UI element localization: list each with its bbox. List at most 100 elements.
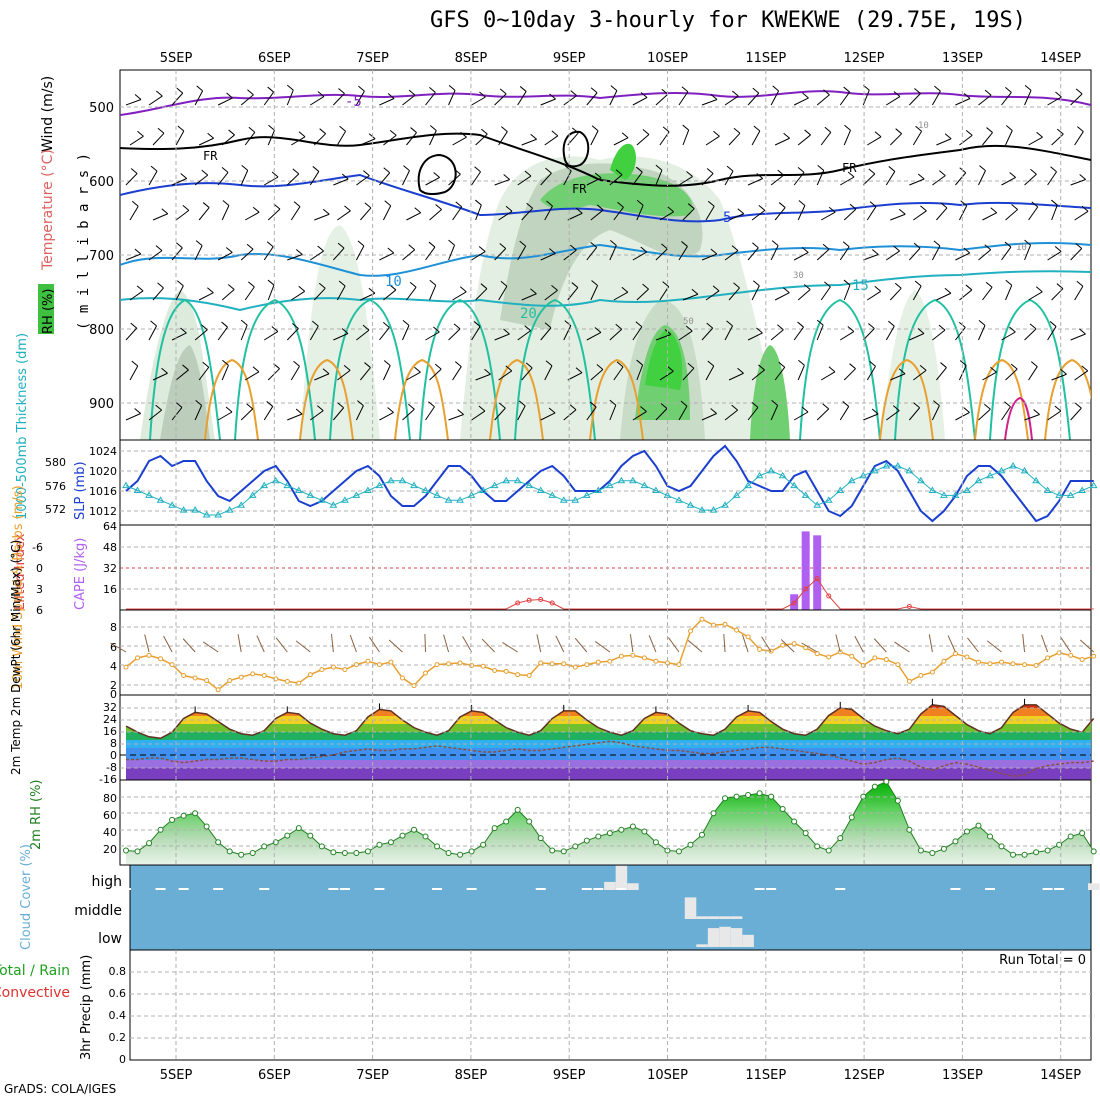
wind-barb: [129, 365, 139, 381]
wind-barb: [909, 333, 925, 341]
wind-barb-flag: [546, 200, 553, 207]
wind-barb: [475, 133, 488, 146]
thickness-marker: [1078, 486, 1087, 493]
wind-barb-flag: [322, 368, 330, 375]
wind-barb: [866, 206, 877, 221]
wind-barb: [1094, 331, 1100, 340]
ylabel-unit: ( m i l l i b a r s ): [76, 153, 92, 330]
wind-barb: [843, 368, 856, 381]
wind-barb-flag: [266, 401, 274, 407]
rh-marker: [192, 810, 199, 817]
wind-barb-flag: [429, 87, 436, 93]
wind-barb-flag: [965, 284, 973, 291]
wind-barb: [356, 175, 370, 186]
wind-barb: [355, 245, 365, 261]
rh-marker: [295, 825, 302, 832]
wind-barb: [125, 173, 138, 186]
wind-barb-10m: [237, 634, 242, 653]
lifted-marker: [526, 597, 532, 603]
wind-barb: [1024, 328, 1037, 341]
wind-barb: [955, 172, 967, 186]
wind-speed-marker: [941, 658, 947, 664]
contour-label: -5: [345, 94, 362, 110]
cloud-trace: [593, 888, 604, 890]
lifted-line: [126, 577, 1094, 610]
wind-speed-marker: [687, 628, 693, 634]
wind-speed-marker: [826, 654, 832, 660]
wind-barb: [1051, 373, 1067, 381]
wind-barb: [1028, 366, 1038, 381]
wind-barb-flag: [963, 93, 971, 99]
temp-contour-25: [299, 358, 354, 440]
wind-barb-flag: [944, 133, 952, 140]
wind-speed-marker: [146, 652, 152, 658]
wind-barb-flag: [1030, 361, 1038, 367]
wind-barb-10m: [594, 641, 611, 653]
wind-barb-flag: [564, 165, 572, 172]
wind-barb-flag: [843, 86, 850, 93]
wind-barb-flag: [609, 399, 617, 406]
wind-barb-flag: [155, 245, 163, 251]
thickness-marker: [156, 496, 165, 503]
wind-barb: [1074, 131, 1084, 146]
thickness-marker: [916, 476, 925, 484]
rh-marker: [825, 847, 832, 854]
wind-barb-10m: [928, 634, 933, 653]
wind-barb: [1094, 406, 1100, 420]
wind-barb-flag: [544, 322, 552, 329]
day-label-bottom: 6SEP: [258, 1068, 291, 1083]
wind-barb-flag: [822, 403, 830, 410]
wind-barb: [494, 333, 510, 341]
wind-barb-10m: [275, 637, 288, 653]
temp-contour-25: [394, 358, 449, 440]
wind-barb: [816, 170, 825, 186]
wind-barb: [701, 327, 714, 341]
wind-barb-flag: [530, 133, 537, 140]
wind-barb-flag: [940, 202, 948, 209]
thickness-marker: [951, 491, 960, 498]
wind-barb-flag: [687, 203, 695, 210]
wind-barb: [129, 290, 144, 301]
wind-barb: [217, 411, 233, 421]
wind-barb: [1047, 251, 1062, 261]
wind-tick: 0: [110, 688, 117, 701]
contour-label: 10: [385, 274, 402, 290]
wind-barb-flag: [1031, 201, 1039, 208]
day-label-bottom: 13SEP: [942, 1068, 983, 1083]
rh-marker: [157, 826, 164, 833]
rh-marker: [768, 793, 775, 800]
wind-barb: [724, 95, 739, 106]
wind-barb-flag: [984, 244, 992, 251]
wind-barb: [886, 410, 900, 421]
wind-barb: [448, 328, 461, 341]
wind-barb-flag: [635, 321, 643, 328]
wind-barb: [494, 248, 507, 261]
wind-barb: [563, 170, 572, 186]
wind-speed-marker: [860, 662, 866, 668]
day-label-top: 11SEP: [745, 51, 786, 66]
wind-barb: [613, 137, 629, 146]
ylabel-slp: SLP (mb): [73, 461, 88, 520]
wind-barb-flag: [733, 282, 740, 289]
wind-barb: [936, 367, 947, 381]
wind-barb-flag: [368, 287, 376, 294]
wind-barb-flag: [801, 247, 809, 253]
contour-label: 20: [520, 306, 537, 322]
rh-marker: [180, 812, 187, 819]
ylabel-wind: Wind (m/s): [40, 76, 56, 152]
wind-barb-flag: [247, 89, 254, 96]
wind-barb: [797, 365, 805, 381]
wind-barb: [867, 136, 882, 146]
rh-tick: 80: [103, 792, 117, 805]
wind-barb-flag: [621, 286, 629, 293]
wind-barb: [540, 253, 556, 261]
wind-barb-10m: [182, 638, 196, 653]
wind-barb-flag: [434, 363, 442, 370]
wind-barb: [171, 178, 187, 186]
wind-barb-flag: [292, 168, 300, 175]
wind-barb: [632, 326, 643, 341]
wind-speed-marker: [572, 664, 578, 670]
wind-barb-flag: [849, 203, 857, 210]
wind-barb: [360, 207, 372, 221]
cape-tick: 32: [103, 562, 117, 575]
